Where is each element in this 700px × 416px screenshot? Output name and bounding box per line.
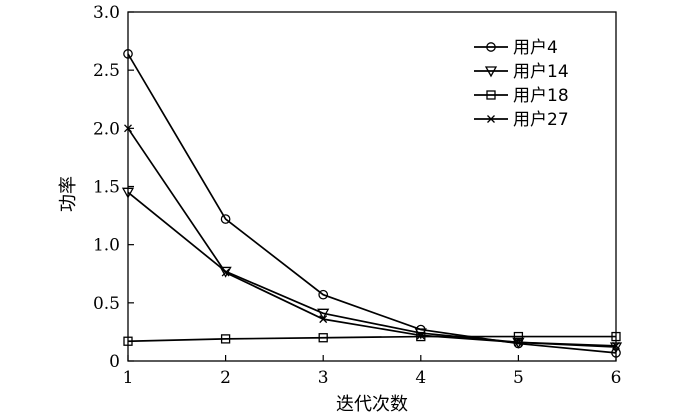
series-line-0 <box>127 53 617 354</box>
series-1-point-0 <box>121 187 135 199</box>
series-2-point-5 <box>611 331 621 342</box>
legend-marker-1 <box>484 66 498 78</box>
y-tick-label-1: 0.5 <box>93 294 120 314</box>
series-2-point-1 <box>220 334 231 344</box>
series-0-point-5 <box>611 348 621 358</box>
series-2 <box>123 331 621 346</box>
y-tick-label-6: 3.0 <box>93 3 120 23</box>
series-1-point-2 <box>317 308 330 320</box>
series-0-point-1 <box>220 214 231 224</box>
series-3-point-1 <box>221 268 230 277</box>
series-line-3 <box>127 127 617 347</box>
legend-item-1: 用户14 <box>474 62 569 82</box>
series-3-point-0 <box>124 124 132 133</box>
legend-marker-2 <box>486 90 496 100</box>
series-line-2 <box>127 335 616 343</box>
x-axis-label: 迭代次数 <box>336 394 408 415</box>
series-2-point-2 <box>318 333 328 343</box>
legend-item-2: 用户18 <box>474 86 569 106</box>
series-1-point-1 <box>219 266 232 278</box>
series-2-point-0 <box>123 336 133 346</box>
series-3-point-2 <box>319 315 328 324</box>
series-0-point-2 <box>318 289 329 300</box>
y-tick-label-4: 2.0 <box>93 119 120 139</box>
series-3-point-3 <box>416 331 425 340</box>
legend-marker-3 <box>487 115 495 123</box>
legend-item-0: 用户4 <box>474 38 558 58</box>
y-tick-label-0: 0 <box>109 352 120 372</box>
series-2-point-4 <box>513 331 524 342</box>
series-2-point-3 <box>416 331 426 342</box>
legend-label-3: 用户27 <box>513 110 569 130</box>
series-3 <box>124 124 620 350</box>
legend-label-2: 用户18 <box>513 86 569 106</box>
y-axis-ticks: 0 0.5 1.0 1.5 2.0 2.5 3.0 <box>93 3 134 372</box>
x-tick-label-4: 5 <box>513 368 524 388</box>
x-tick-label-2: 3 <box>318 368 329 388</box>
x-tick-label-5: 6 <box>611 368 622 388</box>
series-3-point-5 <box>612 341 620 350</box>
series-layer <box>121 49 623 358</box>
y-tick-label-3: 1.5 <box>93 178 120 198</box>
x-axis-ticks: 1 2 3 4 5 6 <box>123 355 622 388</box>
x-tick-label-0: 1 <box>123 368 134 388</box>
legend-label-0: 用户4 <box>513 38 558 58</box>
legend: 用户4 用户14 用户18 用户27 <box>474 38 569 130</box>
series-3-point-4 <box>514 338 523 347</box>
legend-item-3: 用户27 <box>474 110 569 130</box>
series-0-point-0 <box>123 49 133 59</box>
y-axis-label: 功率 <box>58 176 79 212</box>
series-line-1 <box>127 191 617 348</box>
x-tick-label-1: 2 <box>220 368 231 388</box>
legend-label-1: 用户14 <box>513 62 569 82</box>
legend-marker-0 <box>486 42 496 52</box>
x-tick-label-3: 4 <box>415 368 426 388</box>
y-tick-label-5: 2.5 <box>93 61 120 81</box>
y-tick-label-2: 1.0 <box>93 236 120 256</box>
